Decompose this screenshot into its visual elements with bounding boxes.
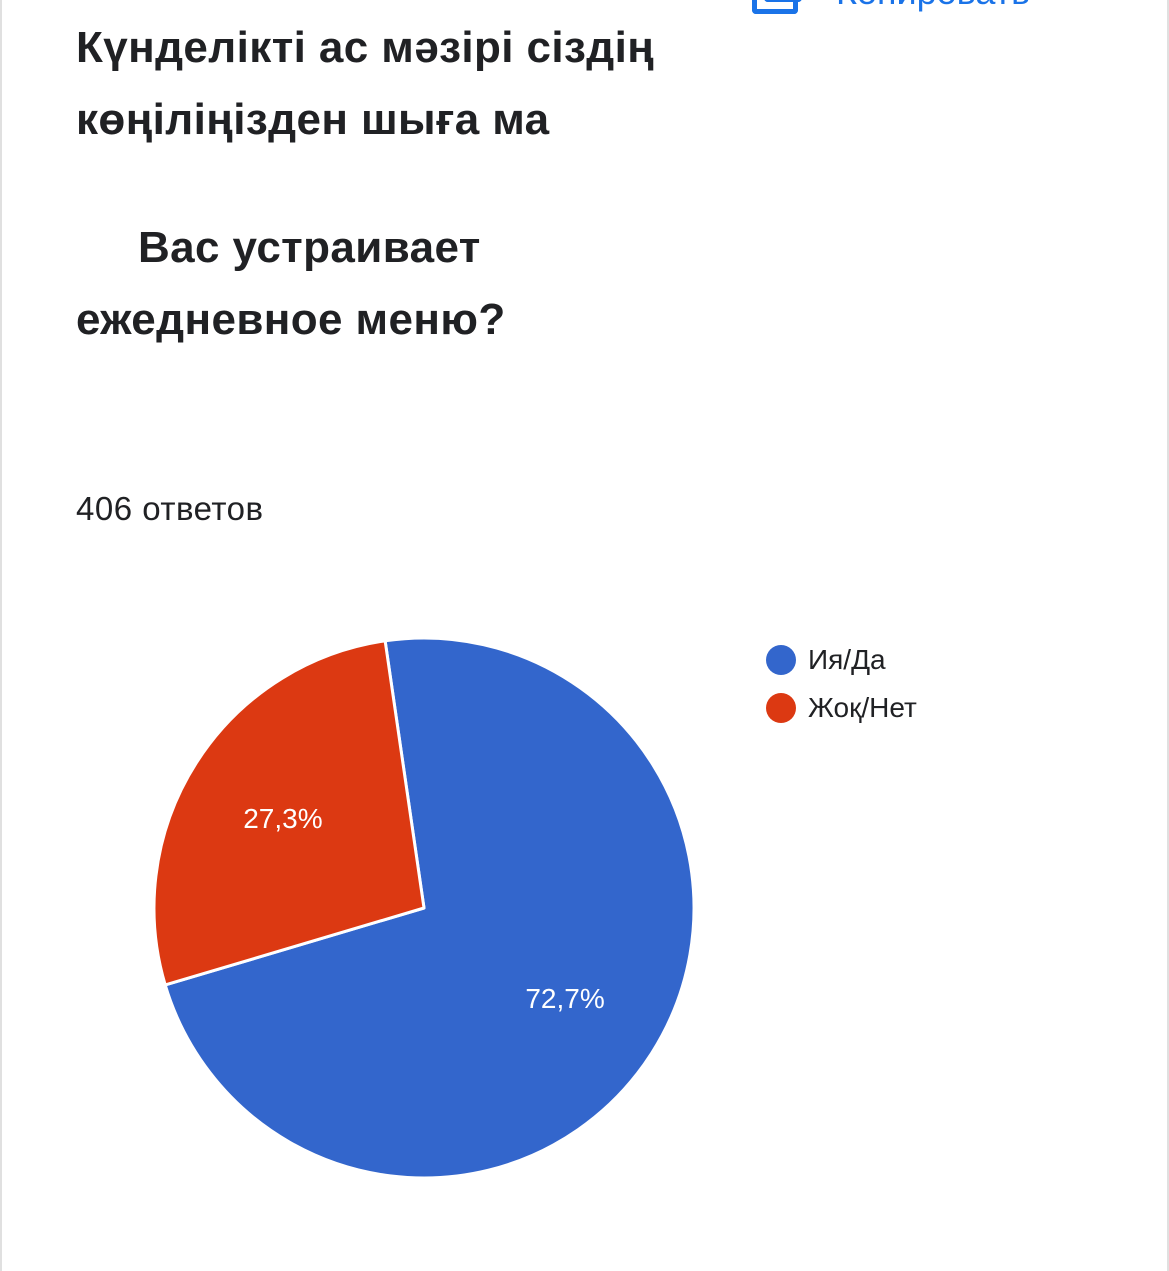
- pie-slice-2[interactable]: [152, 639, 426, 987]
- copy-icon: [750, 0, 802, 18]
- slice-label-1: 72,7%: [525, 983, 604, 1014]
- legend-item-1[interactable]: Ия/Да: [766, 636, 917, 684]
- chart-legend: Ия/Да Жоқ/Нет: [766, 636, 917, 732]
- copy-button[interactable]: Копировать: [750, 0, 1030, 18]
- question-title-ru: Вас устраивает ежедневное меню?: [76, 223, 506, 344]
- question-title-kk: Күнделікті ас мәзірі сіздің көңіліңізден…: [76, 23, 655, 144]
- pie-chart: 72,7% 27,3%: [2, 560, 1169, 1240]
- copy-button-label: Копировать: [836, 0, 1030, 18]
- pie-slice-1[interactable]: [163, 636, 696, 1180]
- legend-label: Жоқ/Нет: [808, 692, 917, 723]
- legend-label: Ия/Да: [808, 644, 886, 675]
- legend-item-2[interactable]: Жоқ/Нет: [766, 684, 917, 732]
- question-title: Күнделікті ас мәзірі сіздің көңіліңізден…: [76, 12, 696, 356]
- pie-chart-svg: 72,7% 27,3%: [152, 636, 696, 1180]
- response-count: 406 ответов: [76, 490, 264, 527]
- legend-swatch: [766, 645, 796, 675]
- slice-label-2: 27,3%: [243, 803, 322, 834]
- legend-swatch: [766, 693, 796, 723]
